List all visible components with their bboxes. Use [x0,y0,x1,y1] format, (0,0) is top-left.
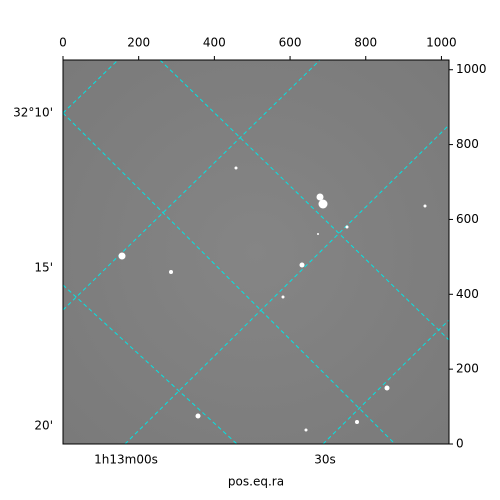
wcs-grid [63,60,449,444]
sky-image [63,60,449,444]
dec-label: 15' [34,261,53,275]
y-tick-label: 0 [456,437,464,451]
dec-label: 32°10' [13,106,53,120]
x-tick-label: 400 [203,36,226,50]
x-tick-label: 800 [354,36,377,50]
y-tick-label: 1000 [456,62,487,76]
x-axis-label: pos.eq.ra [228,475,284,489]
x-tick-label: 600 [279,36,302,50]
x-tick-label: 1000 [426,36,457,50]
y-tick-label: 400 [456,287,479,301]
ra-label: 1h13m00s [94,453,158,467]
y-tick-label: 600 [456,212,479,226]
x-tick-label: 200 [127,36,150,50]
ra-label: 30s [314,453,336,467]
dec-label: 20' [34,419,53,433]
y-tick-label: 200 [456,362,479,376]
y-tick-label: 800 [456,137,479,151]
stars [118,166,427,432]
frame [62,59,450,445]
x-tick-label: 0 [59,36,67,50]
